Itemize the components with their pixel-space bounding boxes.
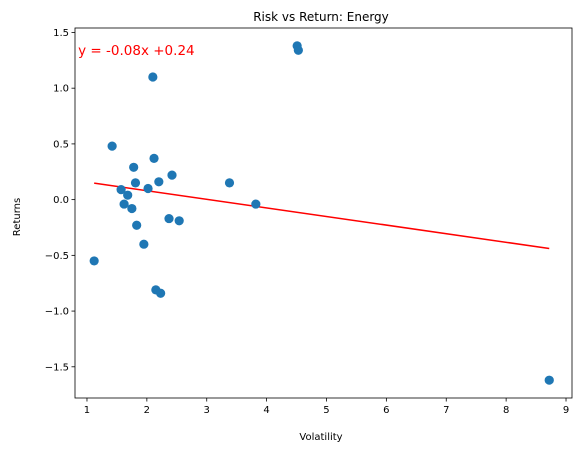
x-axis-ticks: 1 2 3 4 5 6 7 8 9	[84, 398, 569, 416]
data-point	[224, 178, 235, 188]
x-axis-label: Volatility	[299, 432, 342, 443]
data-point	[154, 177, 164, 187]
y-tick-label: 1.5	[53, 28, 69, 39]
x-tick-label: 5	[323, 405, 329, 416]
y-tick-label: 0.0	[53, 195, 69, 206]
data-point	[143, 183, 153, 194]
x-tick-label: 6	[383, 405, 389, 416]
data-point	[132, 220, 142, 230]
data-points	[89, 41, 554, 385]
data-point	[293, 45, 303, 55]
data-point	[107, 141, 117, 151]
y-axis-label: Returns	[12, 198, 23, 236]
data-point	[119, 199, 129, 209]
y-tick-label: −1.0	[45, 307, 69, 318]
data-point	[174, 216, 184, 226]
plot-frame	[74, 27, 573, 399]
y-axis-ticks: −1.5 −1.0 −0.5 0.0 0.5 1.0 1.5	[45, 28, 75, 373]
y-tick-label: −1.5	[45, 362, 69, 373]
data-point	[89, 256, 99, 266]
data-point	[149, 153, 159, 163]
x-tick-label: 8	[503, 405, 509, 416]
regression-equation: y = -0.08x +0.24	[78, 43, 194, 59]
data-point	[164, 213, 174, 224]
x-tick-label: 9	[563, 405, 569, 416]
regression-layer	[94, 182, 550, 250]
x-tick-label: 4	[263, 405, 269, 416]
plot-area	[74, 27, 573, 399]
data-point	[130, 178, 141, 188]
data-point	[139, 239, 149, 249]
data-point	[544, 375, 554, 385]
y-tick-label: 1.0	[53, 84, 69, 95]
data-point	[156, 288, 166, 298]
data-point	[123, 190, 133, 200]
regression-line	[94, 182, 550, 250]
data-point	[127, 203, 137, 214]
y-tick-label: 0.5	[53, 139, 69, 150]
data-point	[129, 162, 139, 172]
x-tick-label: 7	[443, 405, 449, 416]
x-tick-label: 1	[84, 405, 90, 416]
data-point	[148, 72, 158, 82]
data-point	[116, 184, 126, 195]
data-point	[167, 170, 177, 180]
x-tick-label: 2	[144, 405, 150, 416]
data-point	[251, 199, 261, 209]
chart-title: Risk vs Return: Energy	[253, 10, 389, 24]
y-tick-label: −0.5	[45, 251, 69, 262]
x-tick-label: 3	[204, 405, 210, 416]
